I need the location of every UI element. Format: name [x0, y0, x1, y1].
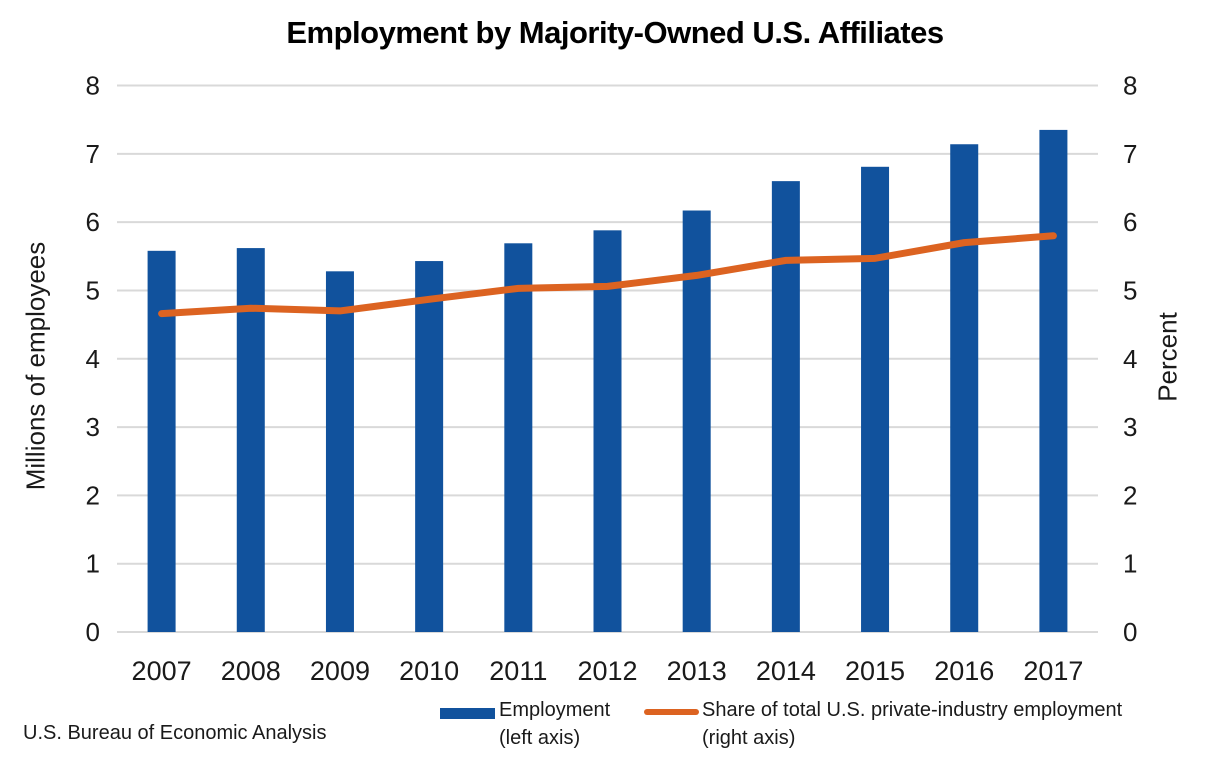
y-axis-right-tick-label: 3	[1123, 412, 1137, 442]
source-note: U.S. Bureau of Economic Analysis	[23, 722, 327, 744]
y-axis-left-tick-label: 4	[86, 344, 100, 374]
x-axis-tick-label-2009: 2009	[310, 656, 370, 686]
bar-2015	[861, 166, 890, 632]
legend-swatch-employment	[440, 708, 495, 719]
legend-swatch-share-line	[644, 709, 699, 715]
x-axis-tick-label-2012: 2012	[577, 656, 637, 686]
x-axis-tick-label-2013: 2013	[667, 656, 727, 686]
y-axis-right-tick-label: 2	[1123, 480, 1137, 510]
y-axis-title-right: Percent	[1152, 312, 1183, 402]
bar-2014	[771, 181, 800, 632]
legend-label-share-line2: (right axis)	[702, 727, 796, 749]
legend-label-employment-line2: (left axis)	[499, 727, 581, 749]
y-axis-right-tick-label: 1	[1123, 549, 1137, 579]
y-axis-left-tick-label: 8	[86, 71, 100, 101]
y-axis-right-tick-label: 4	[1123, 344, 1137, 374]
y-axis-title-left: Millions of employees	[20, 241, 51, 491]
x-axis-tick-label-2014: 2014	[756, 656, 816, 686]
y-axis-right-tick-label: 6	[1123, 207, 1137, 237]
x-axis-tick-label-2015: 2015	[845, 656, 905, 686]
y-axis-left-tick-label: 7	[86, 139, 100, 169]
bar-2016	[950, 144, 979, 632]
y-axis-right-tick-label: 8	[1123, 71, 1137, 101]
bar-2012	[593, 230, 622, 632]
legend-label-share: Share of total U.S. private-industry emp…	[702, 696, 1122, 752]
bar-2013	[682, 210, 711, 632]
bar-2007	[147, 250, 176, 632]
x-axis-tick-label-2008: 2008	[221, 656, 281, 686]
legend-label-employment-line1: Employment	[499, 699, 611, 721]
y-axis-left-tick-label: 1	[86, 549, 100, 579]
y-axis-right-tick-label: 5	[1123, 275, 1137, 305]
x-axis-tick-label-2011: 2011	[489, 656, 547, 686]
y-axis-left-tick-label: 6	[86, 207, 100, 237]
bar-2017	[1039, 129, 1068, 632]
y-axis-left-tick-label: 2	[86, 480, 100, 510]
x-axis-tick-label-2017: 2017	[1023, 656, 1083, 686]
legend-label-employment: Employment (left axis)	[499, 696, 610, 752]
x-axis-tick-label-2007: 2007	[132, 656, 192, 686]
x-axis-tick-label-2016: 2016	[934, 656, 994, 686]
chart-title: Employment by Majority-Owned U.S. Affili…	[286, 15, 944, 50]
bar-2009	[325, 271, 354, 632]
legend-label-share-line1: Share of total U.S. private-industry emp…	[702, 699, 1123, 721]
share-line	[158, 232, 1057, 318]
bar-2010	[415, 261, 444, 632]
y-axis-left-tick-label: 5	[86, 275, 100, 305]
y-axis-right-tick-label: 0	[1123, 617, 1137, 647]
y-axis-left-tick-label: 3	[86, 412, 100, 442]
bar-2011	[504, 243, 533, 632]
y-axis-left-tick-label: 0	[86, 617, 100, 647]
x-axis-tick-label-2010: 2010	[399, 656, 459, 686]
y-axis-right-tick-label: 7	[1123, 139, 1137, 169]
